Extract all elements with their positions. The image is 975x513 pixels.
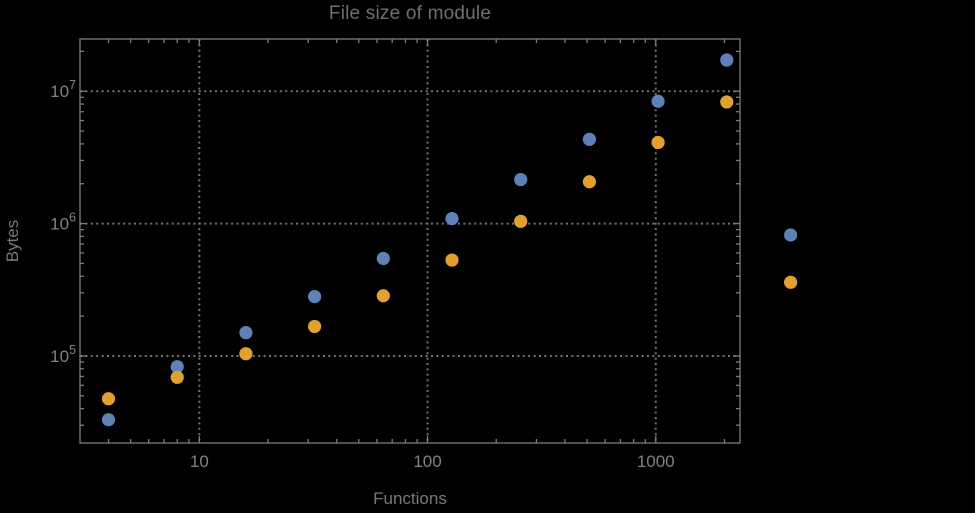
data-point-blue-series bbox=[170, 360, 184, 374]
data-point-blue-series bbox=[651, 94, 665, 108]
x-axis-label: Functions bbox=[373, 489, 447, 508]
data-point-orange-series bbox=[784, 275, 798, 289]
y-tick-label: 107 bbox=[50, 78, 76, 101]
data-point-orange-series bbox=[376, 289, 390, 303]
data-point-blue-series bbox=[784, 228, 798, 242]
data-point-blue-series bbox=[308, 289, 322, 304]
data-point-orange-series bbox=[308, 319, 322, 334]
data-point-blue-series bbox=[376, 251, 390, 266]
data-point-orange-series bbox=[101, 392, 116, 406]
data-point-blue-series bbox=[582, 132, 596, 146]
data-point-orange-series bbox=[239, 347, 253, 361]
data-point-orange-series bbox=[651, 135, 665, 150]
data-point-orange-series bbox=[445, 253, 459, 267]
y-tick-label: 106 bbox=[50, 211, 76, 234]
x-tick-label: 100 bbox=[413, 452, 441, 471]
data-point-blue-series bbox=[239, 326, 253, 340]
data-point-orange-series bbox=[582, 175, 596, 189]
data-point-blue-series bbox=[514, 172, 528, 187]
data-point-blue-series bbox=[101, 413, 116, 427]
data-point-blue-series bbox=[445, 212, 459, 226]
plot-frame bbox=[79, 38, 741, 444]
data-point-orange-series bbox=[170, 370, 184, 384]
data-point-orange-series bbox=[514, 214, 528, 228]
x-tick-label: 10 bbox=[190, 452, 209, 471]
y-tick-label: 105 bbox=[50, 343, 76, 366]
data-point-blue-series bbox=[720, 53, 734, 67]
data-point-orange-series bbox=[720, 95, 734, 109]
x-tick-label: 1000 bbox=[637, 452, 675, 471]
y-axis-label: Bytes bbox=[3, 219, 22, 263]
chart-title: File size of module bbox=[328, 3, 492, 24]
